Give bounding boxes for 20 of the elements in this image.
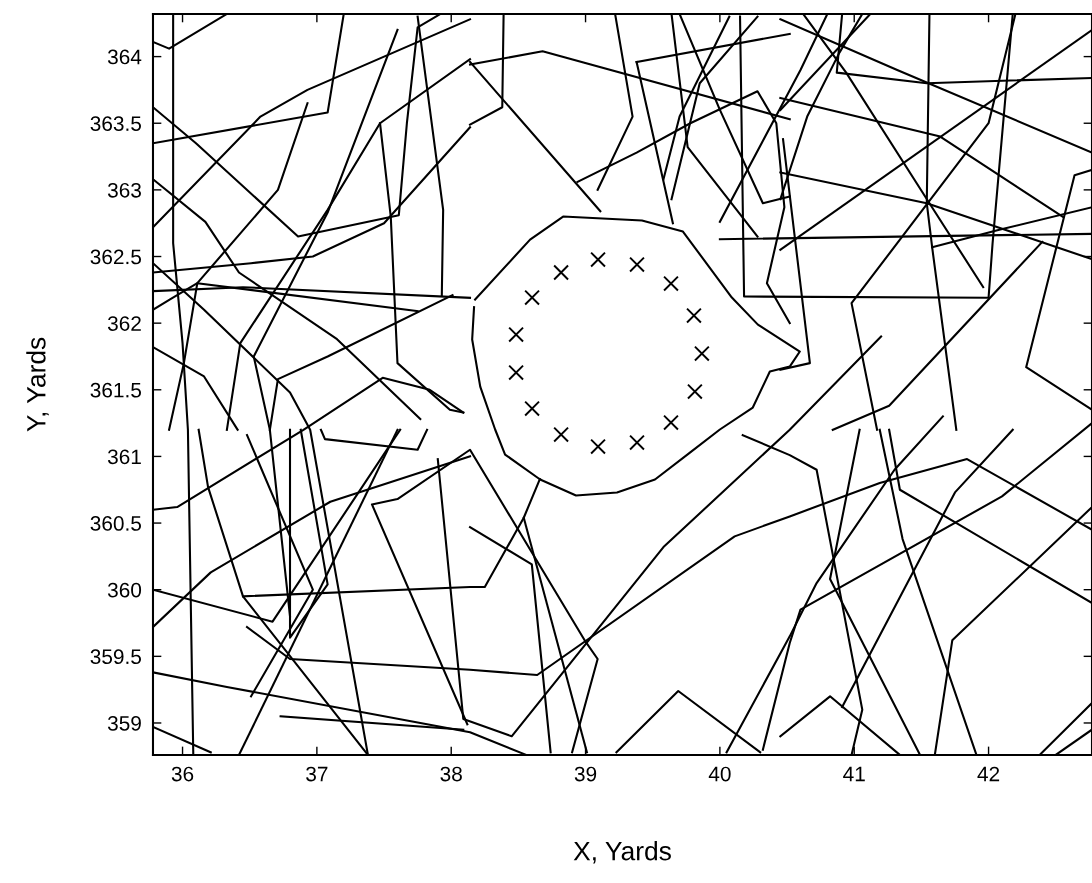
y-tick-label: 363.5 [90, 116, 142, 131]
x-tick-label: 38 [440, 766, 462, 782]
y-tick-label: 363 [107, 182, 141, 198]
y-tick-label: 360 [107, 582, 142, 598]
x-tick-label: 36 [171, 766, 194, 782]
x-tick-label: 40 [708, 766, 731, 782]
x-tick-label: 42 [977, 766, 1000, 782]
x-tick-label: 37 [306, 766, 328, 782]
y-tick-label: 361.5 [90, 382, 142, 398]
y-tick-label: 362.5 [90, 249, 142, 265]
x-tick-label: 39 [574, 766, 597, 782]
x-axis-title: X, Yards [573, 841, 671, 864]
y-tick-label: 364 [107, 49, 142, 65]
y-tick-label: 362 [107, 316, 141, 331]
x-tick-label: 41 [843, 766, 865, 782]
y-tick-label: 361 [107, 449, 141, 465]
y-tick-label: 359 [107, 715, 141, 731]
y-tick-label: 359.5 [90, 649, 142, 665]
y-axis-title: Y, Yards [26, 337, 49, 432]
y-tick-label: 360.5 [90, 516, 142, 531]
